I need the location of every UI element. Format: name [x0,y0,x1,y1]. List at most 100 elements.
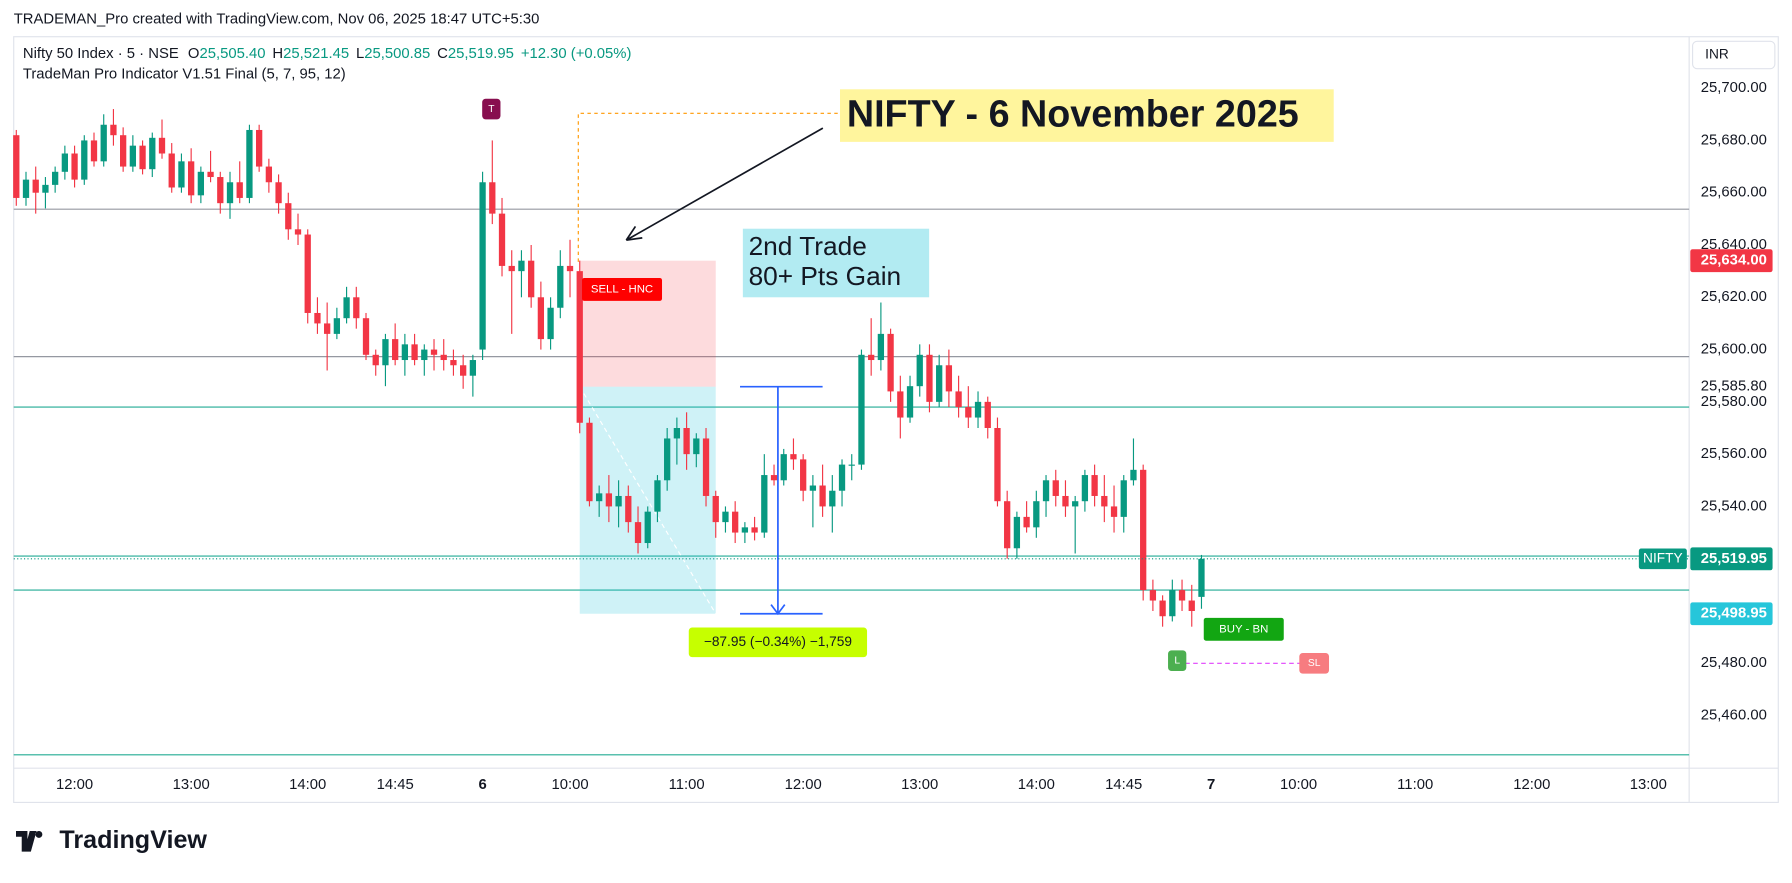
y-tick-label: 25,480.00 [1701,655,1767,671]
price-label-box [1690,602,1773,626]
candle-body [168,153,175,188]
price-label-box [1690,547,1773,571]
signal-label: BUY - BN [1219,623,1268,635]
annotation-arrow [625,127,824,241]
candle-body [372,354,379,366]
candle-body [906,386,914,418]
symbol-legend: Nifty 50 Index · 5 · NSE O25,505.40 H25,52… [23,46,632,62]
measure-label-box [688,627,868,658]
candle-body [401,344,409,361]
candle-body [362,318,370,355]
candle-body [838,464,846,491]
ohlc-value: 25,505.40 [199,46,265,62]
signal-label: SELL - HNC [591,283,653,295]
y-tick-label: 25,460.00 [1701,707,1767,723]
candle-body [450,360,457,366]
tradingview-logo: TradingView [16,826,207,854]
candle-body [1120,480,1127,517]
price-label: 25,519.95 [1701,551,1767,567]
candle-body [294,229,302,235]
candle-body [528,260,535,298]
candle-body [1013,516,1021,549]
candle-body [421,349,428,361]
candle-body [965,407,972,418]
candle-body [217,177,224,204]
candle-body [508,265,515,272]
marker [1168,650,1187,671]
trade-annotation-box [742,228,930,298]
candle-body [1130,469,1137,481]
measure-arrowhead [770,604,786,616]
candle-body [226,182,234,204]
marker-label: SL [1308,658,1321,669]
y-tick-label: 25,560.00 [1701,446,1767,462]
candle-body [654,480,661,512]
candle-body [149,137,156,170]
candle-body [547,307,554,340]
candle-body [207,171,214,178]
candle-body [333,318,341,334]
ohlc-label: C [437,46,448,62]
candle-body [1110,506,1118,517]
price-label: 25,498.95 [1701,606,1767,622]
candle-body [945,365,953,392]
candle-body [887,333,894,392]
change: +12.30 (+0.05%) [521,46,632,62]
candle-body [741,527,749,533]
title-annotation: NIFTY - 6 November 2025 [847,93,1299,135]
candle-body [751,527,758,533]
x-tick-label: 6 [478,777,486,793]
candle-body [13,135,20,198]
candle-body [625,495,632,523]
candle-body [712,495,719,523]
price-label-box [1690,249,1773,273]
ohlc-label: H [272,46,283,62]
x-tick-label: 13:00 [1630,777,1667,793]
candle-body [430,349,438,355]
candle-body [1033,501,1040,528]
logo-icon [16,831,43,852]
x-tick-label: 12:00 [785,777,822,793]
candle-body [644,511,651,544]
currency-box[interactable] [1691,40,1776,70]
candle-body [265,166,273,183]
y-tick-label: 25,660.00 [1701,185,1767,201]
candle-body [722,511,729,523]
x-tick-label: 10:00 [1280,777,1317,793]
y-tick-label: 25,580.00 [1701,394,1767,410]
y-tick-label: 25,680.00 [1701,132,1767,148]
y-tick-label: 25,540.00 [1701,498,1767,514]
candle-body [42,184,49,193]
x-tick-label: 13:00 [901,777,938,793]
price-tag-box [1638,548,1687,570]
candle-body [1188,600,1195,611]
candle-body [61,153,69,172]
candle-body [139,145,146,170]
candle-body [829,490,836,507]
candle-body [343,297,350,319]
candle-body [596,493,603,502]
candle-body [615,495,622,507]
candle-body [1140,469,1147,591]
candle-body [440,354,447,361]
candle-body [955,391,962,408]
candle-body [197,171,205,196]
candle-body [819,485,826,507]
candle-body [1052,480,1059,496]
candle-body [90,140,98,162]
candle-body [158,137,166,154]
measure-label: −87.95 (−0.34%) −1,759 [704,634,852,649]
candle-body [634,522,642,544]
candle-body [22,179,30,198]
x-tick-label: 14:00 [289,777,326,793]
candle-body [557,265,564,308]
y-tick-label: 25,700.00 [1701,80,1767,96]
candle-body [790,454,797,460]
candle-body [1004,501,1011,549]
price-label: 25,634.00 [1701,253,1767,269]
candle-body [800,459,807,491]
price-label: 25,585.80 [1701,379,1767,395]
candle-body [1091,475,1098,496]
